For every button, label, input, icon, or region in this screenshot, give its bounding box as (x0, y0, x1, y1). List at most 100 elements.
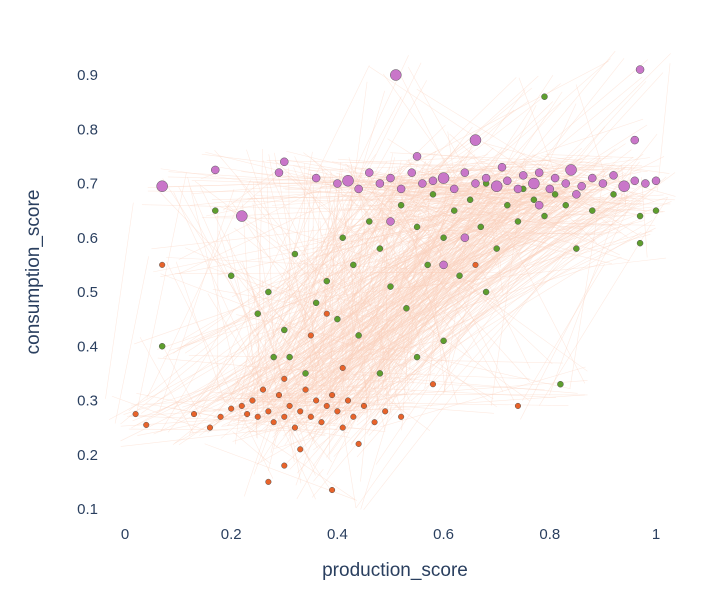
background-edge (283, 258, 417, 373)
background-edge (324, 189, 550, 302)
background-edge (248, 216, 564, 430)
background-edge (240, 197, 562, 402)
background-edge (211, 193, 452, 200)
background-edge (381, 270, 433, 413)
background-edge (271, 342, 415, 417)
background-edge (157, 300, 300, 350)
background-edge (207, 188, 431, 434)
background-edge (274, 160, 364, 241)
scatter-point (519, 171, 528, 180)
scatter-point (460, 233, 470, 242)
background-edge (195, 211, 474, 405)
background-edge (281, 368, 530, 380)
background-edge (375, 186, 564, 465)
background-edge (309, 215, 436, 362)
background-edge (435, 105, 537, 306)
scatter-point (397, 201, 405, 209)
background-edge (291, 58, 611, 340)
background-edge (257, 373, 297, 393)
background-edge (284, 172, 456, 323)
background-edge (395, 165, 505, 366)
background-edge (392, 83, 561, 215)
background-edge (380, 366, 586, 428)
background-edge (229, 338, 356, 405)
scatter-point (550, 173, 560, 183)
scatter-point (212, 207, 219, 214)
background-edge (255, 195, 539, 209)
scatter-point (158, 343, 166, 350)
scatter-point (497, 162, 507, 172)
background-edge (426, 179, 532, 239)
background-edge (355, 58, 625, 397)
background-edge (359, 175, 529, 398)
background-edge (169, 197, 668, 351)
background-edge (591, 161, 640, 215)
background-edge (258, 203, 483, 378)
scatter-point (329, 392, 336, 399)
background-edge (279, 420, 338, 430)
background-edge (221, 411, 371, 427)
background-edge (427, 243, 446, 392)
background-edge (321, 183, 549, 198)
background-edge (536, 143, 626, 205)
background-edge (410, 218, 482, 250)
scatter-point (589, 207, 596, 214)
background-edge (231, 167, 513, 298)
background-edge (423, 207, 435, 221)
background-edge (256, 149, 263, 438)
scatter-point (132, 411, 139, 418)
background-edge (421, 161, 427, 173)
background-edge (288, 167, 291, 345)
background-edge (331, 206, 483, 316)
background-edge (301, 373, 308, 418)
background-edge (297, 372, 350, 416)
scatter-point (439, 260, 448, 270)
scatter-point (254, 413, 261, 420)
background-edge (320, 172, 332, 414)
background-edge (230, 201, 312, 321)
scatter-point (528, 177, 540, 190)
background-edge (391, 161, 432, 239)
background-edge (518, 77, 562, 189)
background-edge (256, 388, 259, 419)
background-edge (283, 194, 642, 399)
background-edge (166, 261, 274, 479)
background-edge (333, 80, 647, 427)
background-edge (326, 199, 504, 458)
scatter-point (355, 332, 362, 339)
background-edge (494, 218, 502, 268)
background-edge (344, 167, 553, 365)
background-edge (350, 295, 483, 444)
background-edge (320, 181, 473, 410)
background-edge (153, 192, 546, 273)
background-edge (137, 401, 311, 436)
background-edge (333, 288, 494, 457)
y-axis-ticks: 0.1 0.2 0.3 0.4 0.5 0.6 0.7 0.8 0.9 (77, 67, 98, 518)
background-edge (356, 192, 626, 420)
background-edge (323, 257, 666, 298)
y-tick-label: 0.2 (77, 447, 98, 464)
background-edge (196, 154, 476, 406)
background-edge (187, 176, 241, 391)
background-edge (297, 179, 491, 343)
scatter-point (302, 386, 309, 393)
background-edge (182, 186, 443, 340)
background-edge (321, 81, 368, 426)
background-edge (345, 204, 557, 211)
background-edge (252, 203, 295, 463)
background-edge (196, 161, 388, 402)
background-edge (410, 176, 667, 402)
background-edge (362, 207, 472, 359)
background-edge (434, 152, 525, 228)
background-edge (341, 154, 590, 266)
background-edge (159, 188, 235, 411)
background-edge (227, 234, 264, 405)
background-edge (312, 173, 521, 467)
background-edge (288, 53, 671, 437)
background-edge (455, 196, 484, 219)
background-edge (229, 319, 470, 419)
background-edge (418, 194, 521, 327)
background-edge (293, 144, 460, 337)
background-edge (368, 172, 392, 237)
background-edge (284, 189, 567, 465)
